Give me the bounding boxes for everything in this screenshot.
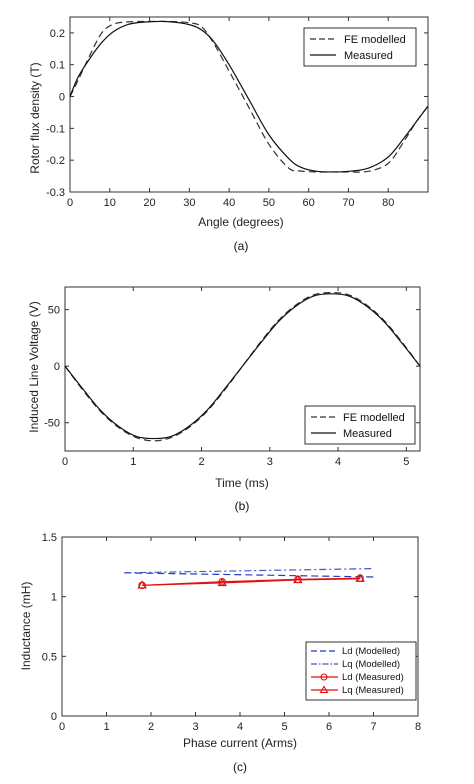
panel-b-ylabel: Induced Line Voltage (V) <box>27 301 41 432</box>
panel-c-xlabel: Phase current (Arms) <box>183 736 297 750</box>
panel-c-ylabel: Inductance (mH) <box>19 582 33 671</box>
panel-a-legend: FE modelled Measured <box>303 27 417 67</box>
x-tick-label: 70 <box>342 197 354 209</box>
panel-c-legend-label-ld-modelled: Ld (Modelled) <box>342 646 400 657</box>
x-tick-label: 5 <box>403 456 409 468</box>
data-point-triangle <box>293 574 303 584</box>
y-tick-label: 0.5 <box>42 651 57 663</box>
x-tick-label: 0 <box>62 456 68 468</box>
panel-c-legend-label-ld-measured: Ld (Measured) <box>342 672 404 683</box>
panel-b: 0 1 2 3 4 5 -50 0 50 Induced Line Voltage (V) Ti… <box>27 286 421 513</box>
panel-a-legend-label-fe: FE modelled <box>344 34 406 46</box>
x-tick-label: 7 <box>370 721 376 733</box>
x-tick-label: 80 <box>382 197 394 209</box>
y-tick-label: 0.2 <box>50 28 65 40</box>
panel-a-legend-label-measured: Measured <box>344 50 393 62</box>
y-tick-label: -0.1 <box>46 123 65 135</box>
y-tick-label: 0 <box>59 92 65 104</box>
x-tick-label: 3 <box>192 721 198 733</box>
y-tick-label: 1.5 <box>42 532 57 544</box>
x-tick-label: 10 <box>104 197 116 209</box>
x-tick-label: 30 <box>183 197 195 209</box>
data-point-triangle <box>355 573 365 582</box>
series-line <box>124 572 374 578</box>
y-tick-label: -0.3 <box>46 187 65 199</box>
x-tick-label: 0 <box>59 721 65 733</box>
panel-c-caption: (c) <box>233 760 247 774</box>
y-tick-label: -50 <box>44 418 60 430</box>
x-tick-label: 20 <box>143 197 155 209</box>
panel-c: 0 1 2 3 4 5 6 7 8 0 0.5 1 1.5 Inductance (mH) Phase … <box>19 532 421 774</box>
x-tick-label: 2 <box>148 721 154 733</box>
panel-b-legend-label-fe: FE modelled <box>343 412 405 424</box>
panel-a: 0 10 20 30 40 50 60 70 80 -0.3 -0.2 -0.1 0 0.1 0.2 Rot… <box>28 16 429 253</box>
panel-a-caption: (a) <box>234 239 249 253</box>
series-line <box>124 568 374 574</box>
x-tick-label: 2 <box>198 456 204 468</box>
x-tick-label: 4 <box>237 721 243 733</box>
x-tick-label: 40 <box>223 197 235 209</box>
x-tick-label: 1 <box>103 721 109 733</box>
panel-c-legend-label-lq-modelled: Lq (Modelled) <box>342 659 400 670</box>
y-tick-label: 50 <box>48 305 60 317</box>
x-tick-label: 50 <box>263 197 275 209</box>
x-tick-label: 6 <box>326 721 332 733</box>
series-line <box>142 578 361 586</box>
y-tick-label: 0 <box>54 361 60 373</box>
y-tick-label: 0.1 <box>50 60 65 72</box>
series-line <box>69 20 429 173</box>
y-tick-label: 0 <box>51 711 57 723</box>
series-line <box>64 293 421 440</box>
panel-b-legend-label-measured: Measured <box>343 428 392 440</box>
x-tick-label: 0 <box>67 197 73 209</box>
data-point-triangle <box>217 577 227 587</box>
panel-a-xlabel: Angle (degrees) <box>198 215 283 229</box>
panel-c-legend-label-lq-measured: Lq (Measured) <box>342 685 404 696</box>
panel-c-legend: Ld (Modelled) Lq (Modelled) Ld (Measured… <box>305 641 417 701</box>
panel-b-xlabel: Time (ms) <box>215 476 269 490</box>
series-line <box>69 20 429 173</box>
data-point-triangle <box>137 580 147 589</box>
panel-b-caption: (b) <box>235 499 250 513</box>
panel-b-legend: FE modelled Measured <box>304 405 416 445</box>
x-tick-label: 8 <box>415 721 421 733</box>
x-tick-label: 1 <box>130 456 136 468</box>
x-tick-label: 4 <box>335 456 341 468</box>
x-tick-label: 60 <box>303 197 315 209</box>
plot-area: 0 1 2 3 4 5 6 7 8 0 0.5 1 1.5 <box>42 532 421 733</box>
axes-frame <box>64 286 421 452</box>
y-tick-label: -0.2 <box>46 155 65 167</box>
plot-area: 0 1 2 3 4 5 -50 0 50 <box>44 286 421 468</box>
x-tick-label: 5 <box>281 721 287 733</box>
panel-a-ylabel: Rotor flux density (T) <box>28 62 42 173</box>
y-tick-label: 1 <box>51 592 57 604</box>
x-tick-label: 3 <box>267 456 273 468</box>
